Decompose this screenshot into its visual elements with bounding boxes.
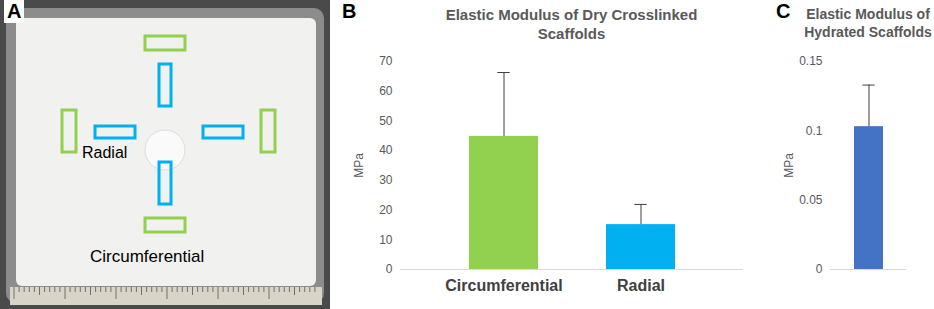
svg-text:10: 10 (379, 233, 393, 247)
svg-text:20: 20 (379, 203, 393, 217)
svg-text:MPa: MPa (352, 153, 366, 178)
svg-text:0: 0 (816, 262, 823, 276)
html-text:Elastic Modulus of Dry Crossli: Elastic Modulus of Dry Crosslinked Scaff… (445, 6, 698, 42)
svg-text:0: 0 (386, 262, 393, 276)
html-text:A: A (7, 0, 22, 22)
svg-text:0.15: 0.15 (799, 54, 823, 68)
svg-text:70: 70 (379, 54, 393, 68)
html-text:C: C (776, 0, 791, 22)
svg-text:MPa: MPa (782, 153, 796, 178)
html-text:Elastic Modulus of Hydrated Sc: Elastic Modulus of Hydrated Scaffolds (804, 6, 932, 40)
svg-text:Radial: Radial (82, 144, 127, 161)
svg-text:30: 30 (379, 173, 393, 187)
svg-text:Circumferential: Circumferential (90, 247, 204, 266)
svg-text:Radial: Radial (617, 277, 665, 294)
svg-text:Circumferential: Circumferential (445, 277, 562, 294)
svg-text:0.05: 0.05 (799, 193, 823, 207)
svg-text:0.1: 0.1 (806, 124, 823, 138)
html-text:B: B (342, 0, 357, 22)
svg-text:40: 40 (379, 143, 393, 157)
svg-text:50: 50 (379, 114, 393, 128)
svg-text:60: 60 (379, 84, 393, 98)
